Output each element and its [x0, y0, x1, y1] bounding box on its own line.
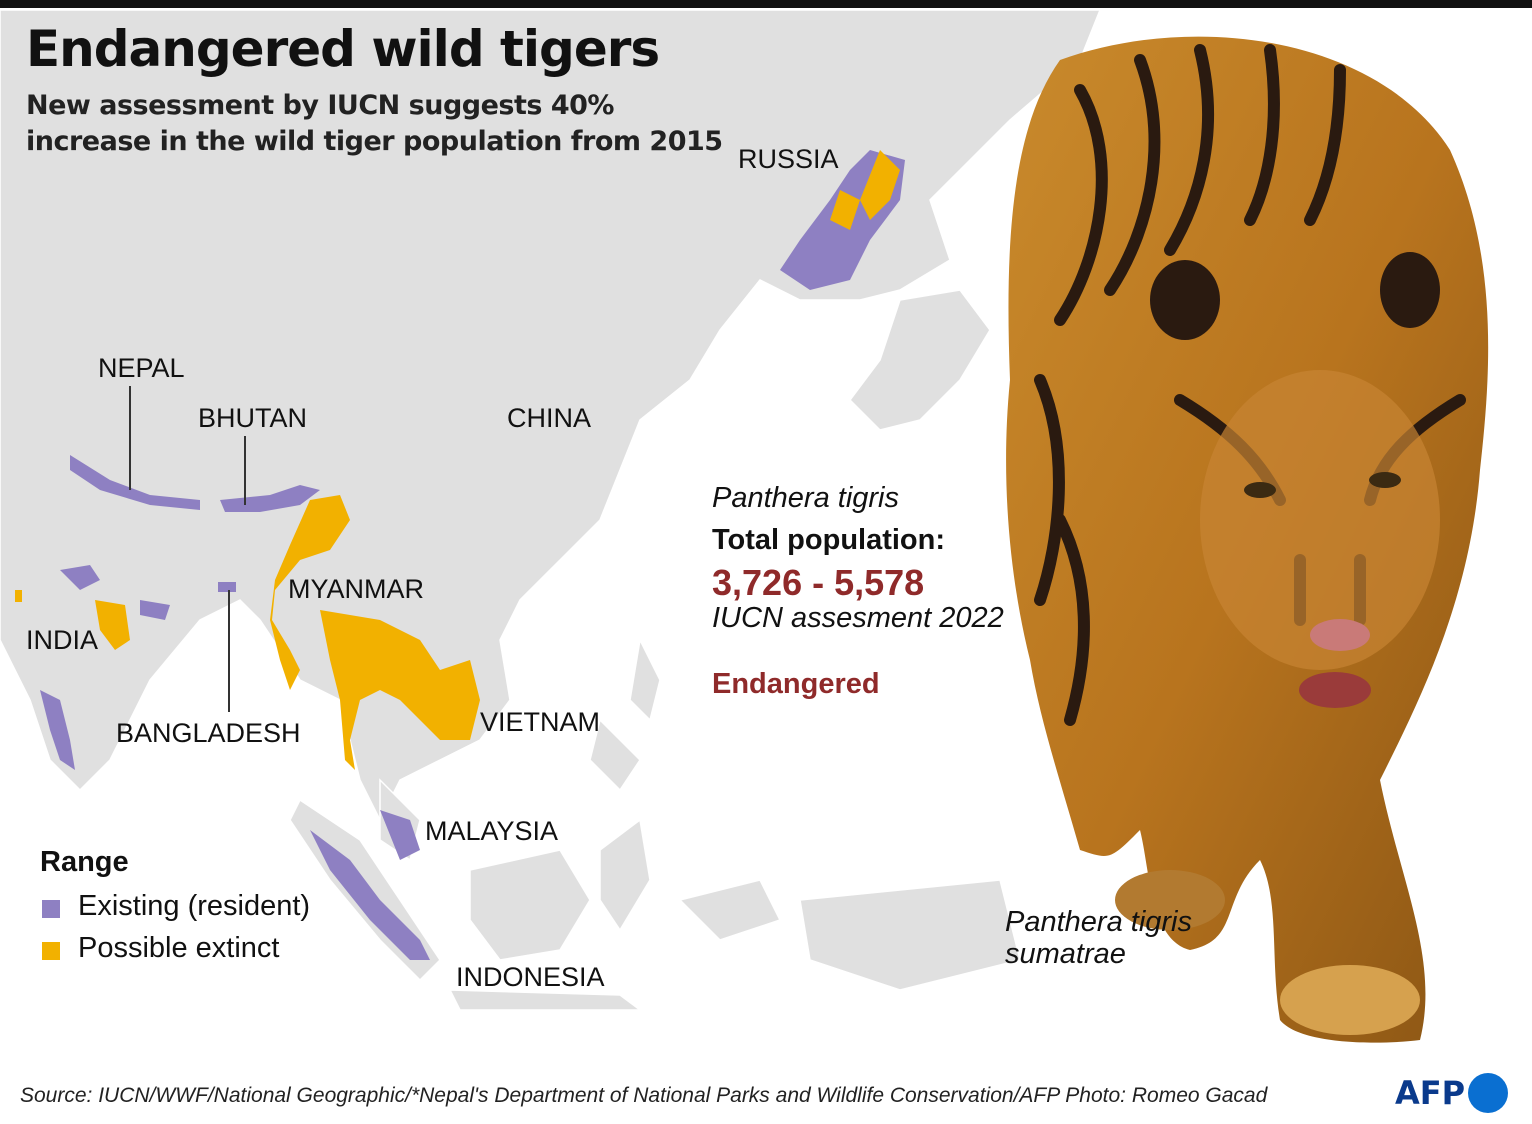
tiger-eye [1244, 482, 1276, 498]
range-area [140, 600, 170, 620]
map-label: MYANMAR [288, 574, 425, 604]
assessment: IUCN assesment 2022 [712, 602, 1004, 634]
range-area [310, 830, 430, 960]
tiger-ear [1380, 252, 1440, 328]
range-area [95, 600, 130, 650]
map-label: RUSSIA [738, 144, 839, 174]
tiger-ear [1150, 260, 1220, 340]
tiger-face [1200, 370, 1440, 670]
range-area [40, 690, 75, 770]
tiger-eye [1369, 472, 1401, 488]
legend-label: Possible extinct [78, 932, 280, 964]
top-bar [0, 0, 1532, 8]
range-area [270, 495, 350, 690]
population: 3,726 - 5,578 [712, 562, 925, 603]
legend-swatch [42, 900, 60, 918]
tiger-paw [1280, 965, 1420, 1035]
map-label: BHUTAN [198, 403, 308, 433]
photo-caption: Panthera tigris sumatrae [1005, 906, 1192, 970]
leader-lines [129, 386, 246, 712]
title: Endangered wild tigers [26, 20, 660, 78]
range-area [218, 582, 236, 592]
tiger-ranges [15, 150, 905, 960]
map-label: INDIA [26, 625, 99, 655]
range-area [220, 485, 320, 512]
map-label: NEPAL [98, 353, 185, 383]
range-area [380, 810, 420, 860]
legend-label: Existing (resident) [78, 890, 311, 922]
map-label: BANGLADESH [116, 718, 301, 748]
species: Panthera tigris [712, 482, 899, 514]
logo: AFP [1395, 1074, 1466, 1112]
map-label: VIETNAM [480, 707, 601, 737]
status: Endangered [712, 668, 880, 700]
map-label: CHINA [507, 403, 592, 433]
source: Source: IUCN/WWF/National Geographic/*Ne… [20, 1084, 1268, 1107]
logo-circle [1468, 1073, 1508, 1113]
range-area [830, 190, 860, 230]
subtitle: New assessment by IUCN suggests 40% incr… [26, 90, 723, 157]
range-area [70, 455, 200, 510]
tiger-photo [1006, 36, 1489, 1043]
range-area [15, 590, 22, 602]
legend-title: Range [40, 846, 129, 878]
map-label: INDONESIA [456, 962, 605, 992]
tiger-nose [1310, 619, 1370, 651]
range-area [60, 565, 100, 590]
range-area [320, 610, 480, 770]
land [0, 9, 1102, 1011]
legend-swatch [42, 942, 60, 960]
tiger-paw [1115, 870, 1225, 930]
population-label: Total population: [712, 524, 946, 556]
range-area [860, 150, 900, 220]
map-label: MALAYSIA [425, 816, 559, 846]
tiger-mouth [1299, 672, 1371, 708]
